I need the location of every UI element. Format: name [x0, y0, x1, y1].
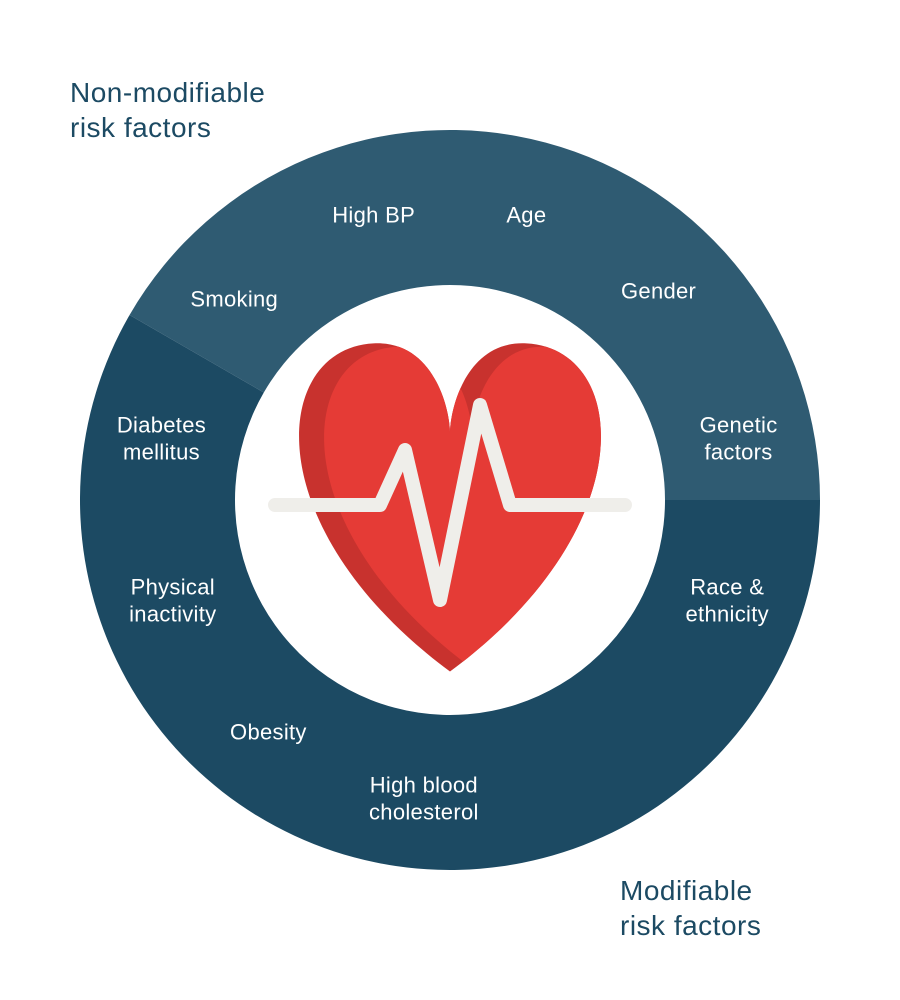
ring-label-modifiable-0: High BP	[332, 201, 415, 229]
ring-label-non_modifiable-0: Age	[506, 201, 546, 229]
diagram-stage: Non-modifiable risk factors Modifiable r…	[0, 0, 900, 1000]
title-non-modifiable: Non-modifiable risk factors	[70, 75, 265, 145]
ring-label-non_modifiable-1: Gender	[621, 278, 696, 306]
title-modifiable: Modifiable risk factors	[620, 873, 761, 943]
ring-label-non_modifiable-3: Race & ethnicity	[686, 573, 769, 628]
ring-label-modifiable-2: Diabetes mellitus	[117, 411, 206, 466]
ring-label-non_modifiable-2: Genetic factors	[700, 411, 778, 466]
ring-label-modifiable-3: Physical inactivity	[129, 573, 216, 628]
ring-label-modifiable-5: High blood cholesterol	[369, 771, 479, 826]
ring-label-modifiable-1: Smoking	[190, 285, 278, 313]
heart-icon	[0, 0, 900, 1000]
ring-label-modifiable-4: Obesity	[230, 719, 307, 747]
